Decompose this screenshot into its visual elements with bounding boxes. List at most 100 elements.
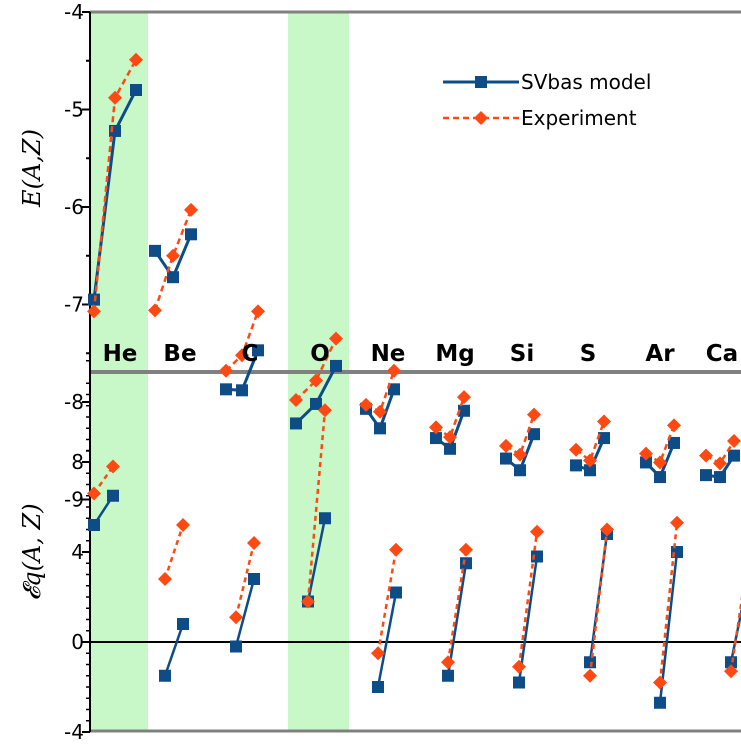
experiment-point (459, 542, 473, 557)
svbas-line (446, 563, 468, 676)
chart-frame (89, 10, 741, 733)
experiment-line (163, 524, 185, 580)
svbas-point (167, 271, 179, 284)
experiment-point (499, 438, 513, 453)
svbas-point (185, 228, 197, 241)
svbas-point (248, 573, 260, 585)
svbas-point (236, 384, 248, 397)
experiment-point (653, 675, 667, 690)
top-y-axis-label: E(A,Z) (18, 129, 46, 208)
experiment-point (600, 522, 614, 537)
svbas-point (107, 489, 119, 502)
svbas-point (584, 656, 596, 669)
svbas-point (149, 244, 161, 257)
element-label-s: S (580, 341, 597, 367)
experiment-point (373, 404, 387, 419)
svbas-line (306, 517, 327, 602)
experiment-point (318, 403, 332, 418)
bottom-y-tick-label: -4 (64, 720, 84, 743)
experiment-point (289, 393, 303, 408)
experiment-point (583, 453, 597, 468)
svbas-point (728, 449, 740, 462)
svbas-point (388, 383, 400, 396)
svbas-point (584, 464, 596, 477)
experiment-point (457, 390, 471, 405)
svbas-point (714, 471, 726, 484)
element-label-be: Be (163, 341, 196, 367)
experiment-point (389, 542, 403, 557)
legend-experiment-label: Experiment (521, 106, 637, 130)
experiment-point (512, 659, 526, 674)
svbas-point (252, 344, 264, 357)
experiment-point (667, 418, 681, 433)
experiment-line (435, 396, 466, 440)
experiment-point (670, 515, 684, 530)
experiment-line (575, 421, 606, 463)
svbas-point (177, 618, 189, 630)
svbas-point (458, 404, 470, 417)
svbas-point (668, 436, 680, 449)
experiment-point (639, 446, 653, 461)
experiment-line (645, 424, 676, 465)
bottom-series-svbas (88, 489, 741, 709)
experiment-point (443, 430, 457, 445)
experiment-point (569, 442, 583, 457)
svbas-point (598, 432, 610, 445)
element-label-o: O (310, 341, 330, 367)
svbas-point (654, 696, 666, 709)
experiment-point (247, 536, 261, 550)
svbas-point (654, 471, 666, 484)
element-label-he: He (103, 341, 138, 367)
experiment-point (106, 459, 120, 474)
element-label-si: Si (510, 341, 534, 367)
experiment-line (705, 440, 736, 466)
svbas-point (220, 383, 232, 396)
svbas-line (163, 623, 185, 677)
experiment-point (219, 363, 233, 378)
top-series-svbas (88, 84, 740, 484)
experiment-line (153, 209, 193, 311)
svbas-line (729, 607, 741, 663)
experiment-point (371, 646, 385, 661)
svbas-point (310, 397, 322, 410)
svbas-line (376, 592, 398, 688)
experiment-point (727, 434, 741, 448)
svbas-point (319, 512, 331, 525)
experiment-point (387, 363, 401, 378)
element-label-c: C (242, 341, 259, 367)
experiment-point (108, 90, 122, 105)
experiment-point (184, 202, 198, 217)
svbas-point (390, 586, 402, 599)
experiment-point (653, 455, 667, 470)
svbas-point (230, 640, 242, 653)
svbas-point (374, 422, 386, 435)
svbas-point (430, 432, 442, 445)
experiment-point (724, 664, 738, 679)
element-label-ne: Ne (371, 341, 406, 367)
experiment-point (530, 524, 544, 539)
svbas-point (528, 428, 540, 441)
svbas-point (130, 84, 142, 96)
experiment-point (158, 572, 172, 586)
svbas-point (640, 456, 652, 469)
experiment-point (148, 303, 162, 318)
svbas-point (442, 669, 454, 682)
experiment-point (176, 518, 190, 532)
svbas-line (234, 578, 256, 647)
experiment-line (505, 414, 536, 457)
experiment-point (301, 594, 315, 609)
svbas-point (290, 417, 302, 430)
top-y-tick-label: -9 (64, 488, 84, 512)
svbas-line (588, 533, 609, 663)
legend-svbas-marker (475, 76, 487, 88)
svbas-point (330, 359, 342, 372)
experiment-point (513, 447, 527, 462)
experiment-point (359, 397, 373, 412)
legend-experiment-marker (474, 111, 488, 125)
bottom-y-axis-label: 𝓔q(A, Z) (18, 503, 46, 600)
experiment-point (251, 304, 265, 319)
top-y-tick-label: -7 (64, 293, 84, 317)
experiment-line (729, 596, 741, 672)
